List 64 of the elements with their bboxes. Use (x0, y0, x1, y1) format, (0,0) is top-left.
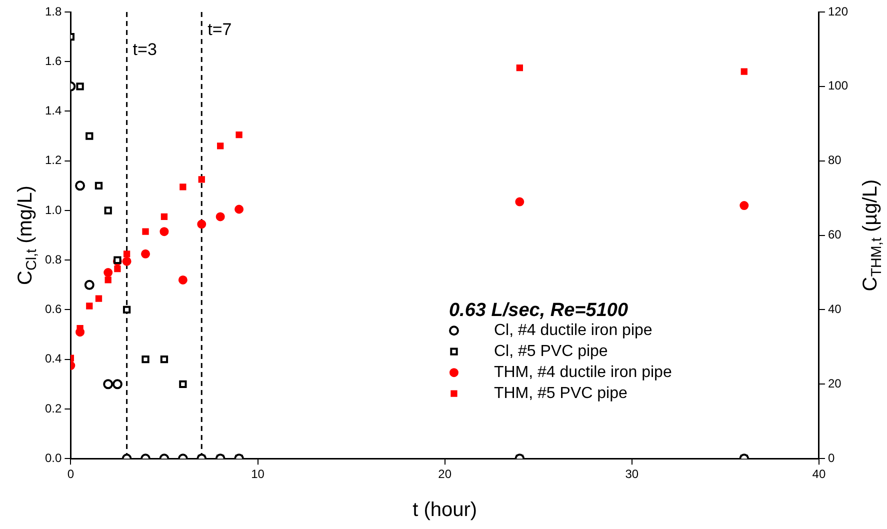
x-tick-label: 0 (67, 467, 74, 482)
point (141, 249, 150, 258)
y-tick-label: 0.2 (44, 401, 62, 416)
point (217, 142, 224, 150)
point (516, 64, 523, 72)
legend-label: THM, #4 ductile iron pipe (494, 364, 672, 382)
y-tick-label: 0.8 (44, 252, 62, 266)
point (104, 268, 113, 278)
point (234, 204, 244, 214)
point (76, 82, 84, 90)
y-tick-label: 1.0 (44, 202, 62, 217)
point (740, 68, 748, 75)
y-axis-title: CCl,t (mg/L) (14, 186, 40, 285)
point (122, 306, 131, 314)
point (740, 201, 749, 210)
y2-tick-label: 100 (828, 78, 848, 93)
y-tick-label: 0.6 (44, 302, 62, 316)
point (75, 180, 86, 191)
point (197, 220, 206, 229)
point (104, 276, 112, 284)
x-tick-label: 10 (251, 467, 265, 482)
x-tick-label: 40 (812, 467, 826, 482)
y2-tick-label: 60 (828, 228, 842, 242)
point (178, 275, 188, 284)
y2-tick-label: 120 (828, 4, 848, 18)
y-tick-label: 0.0 (44, 450, 62, 465)
x-axis-title: t (hour) (412, 499, 478, 522)
y2-tick-label: 80 (828, 153, 842, 168)
legend-title: 0.63 L/sec, Re=5100 (448, 300, 628, 321)
legend-label: THM, #5 PVC pipe (494, 385, 628, 402)
y2-tick-label: 0 (828, 450, 835, 465)
point (76, 328, 85, 337)
y2-tick-label: 20 (828, 376, 842, 390)
point (236, 131, 242, 138)
y2-axis-title: CTHM,t (µg/L) (860, 179, 885, 292)
point (95, 295, 102, 302)
y-tick-label: 1.2 (44, 153, 62, 168)
point (86, 132, 94, 140)
point (123, 250, 130, 258)
point (160, 213, 168, 220)
ref-line-label: t=3 (132, 40, 157, 60)
y-tick-label: 0.4 (44, 352, 62, 366)
point (84, 280, 94, 290)
legend-label: Cl, #4 ductile iron pipe (494, 322, 652, 340)
point (142, 228, 149, 235)
point (515, 197, 524, 206)
point (198, 176, 205, 183)
legend-label: Cl, #5 PVC pipe (494, 343, 608, 360)
y2-tick-label: 40 (828, 302, 842, 316)
point (104, 206, 112, 214)
point (122, 256, 132, 266)
point (86, 302, 93, 310)
y-tick-label: 1.4 (44, 104, 62, 118)
y-tick-label: 1.6 (44, 54, 62, 68)
point (114, 265, 121, 272)
x-tick-label: 30 (625, 467, 639, 482)
y-tick-label: 1.8 (44, 4, 62, 18)
x-tick-label: 20 (438, 467, 452, 482)
point (94, 182, 103, 190)
point (160, 227, 169, 236)
point (180, 184, 186, 190)
ref-line-label: t=7 (208, 20, 232, 40)
point (216, 212, 225, 222)
point (179, 380, 187, 388)
